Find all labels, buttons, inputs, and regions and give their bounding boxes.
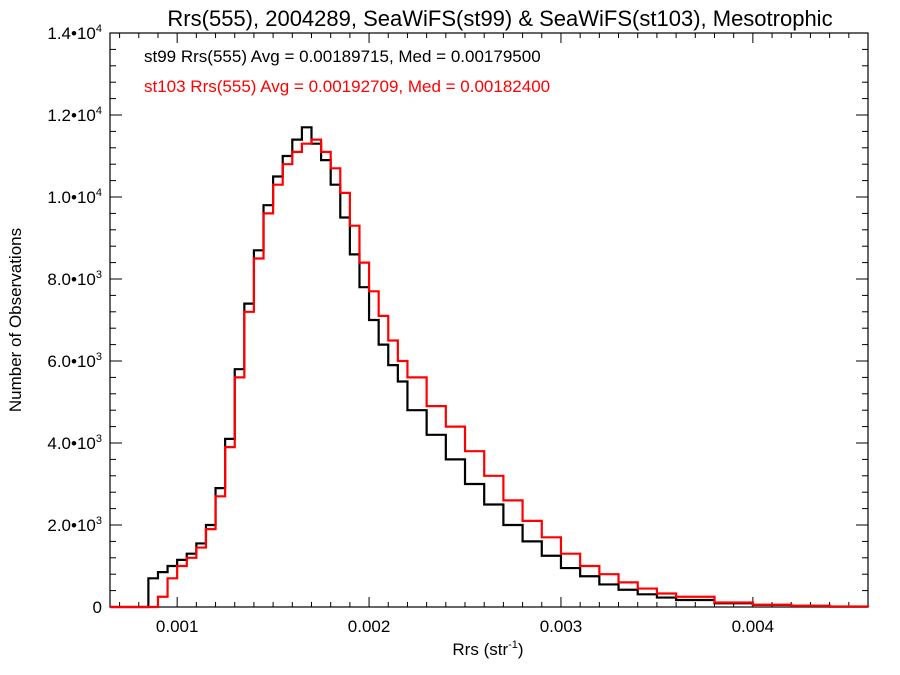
- series-line-1: [110, 138, 870, 609]
- y-tick-label: 0: [93, 598, 102, 617]
- y-tick-label: 1.4•104: [47, 23, 102, 43]
- y-tick-mantissa: 8.0•10: [47, 270, 96, 289]
- annotation-st103: st103 Rrs(555) Avg = 0.00192709, Med = 0…: [144, 77, 550, 96]
- y-tick-exponent: 4: [96, 23, 102, 35]
- y-tick-mantissa: 1.2•10: [47, 106, 96, 125]
- x-axis-label: Rrs (str-1): [452, 639, 523, 659]
- y-tick-label: 8.0•103: [47, 269, 102, 289]
- y-tick-mantissa: 6.0•10: [47, 352, 96, 371]
- y-tick-mantissa: 1.4•10: [47, 24, 96, 43]
- y-tick-exponent: 4: [96, 105, 102, 117]
- chart-title: Rrs(555), 2004289, SeaWiFS(st99) & SeaWi…: [167, 6, 832, 31]
- y-tick-label: 6.0•103: [47, 351, 102, 371]
- y-tick-label: 2.0•103: [47, 515, 102, 535]
- x-axis-label-end: ): [518, 640, 524, 659]
- y-tick-exponent: 3: [96, 433, 102, 445]
- y-tick-mantissa: 2.0•10: [47, 516, 96, 535]
- y-tick-label: 1.2•104: [47, 105, 102, 125]
- x-tick-label: 0.003: [540, 617, 583, 636]
- x-tick-label: 0.004: [732, 617, 775, 636]
- x-tick-label: 0.002: [348, 617, 391, 636]
- y-tick-mantissa: 0: [93, 598, 102, 617]
- annotation-st99: st99 Rrs(555) Avg = 0.00189715, Med = 0.…: [144, 47, 541, 66]
- y-axis-label: Number of Observations: [6, 228, 25, 412]
- series-line-0: [110, 126, 870, 609]
- y-tick-exponent: 3: [96, 269, 102, 281]
- y-tick-mantissa: 1.0•10: [47, 188, 96, 207]
- axis-ticks: [110, 32, 869, 608]
- y-tick-mantissa: 4.0•10: [47, 434, 96, 453]
- y-tick-exponent: 3: [96, 351, 102, 363]
- plot-frame: [109, 32, 869, 608]
- y-tick-label: 1.0•104: [47, 187, 102, 207]
- x-tick-label: 0.001: [156, 617, 199, 636]
- x-tick-labels: 0.001 0.002 0.003 0.004: [156, 617, 774, 636]
- series-group: [110, 126, 870, 609]
- y-tick-labels: 02.0•1034.0•1036.0•1038.0•1031.0•1041.2•…: [47, 23, 102, 617]
- x-axis-label-text: Rrs (str: [452, 640, 508, 659]
- y-tick-exponent: 4: [96, 187, 102, 199]
- x-axis-label-sup: -1: [508, 639, 518, 651]
- y-tick-label: 4.0•103: [47, 433, 102, 453]
- y-tick-exponent: 3: [96, 515, 102, 527]
